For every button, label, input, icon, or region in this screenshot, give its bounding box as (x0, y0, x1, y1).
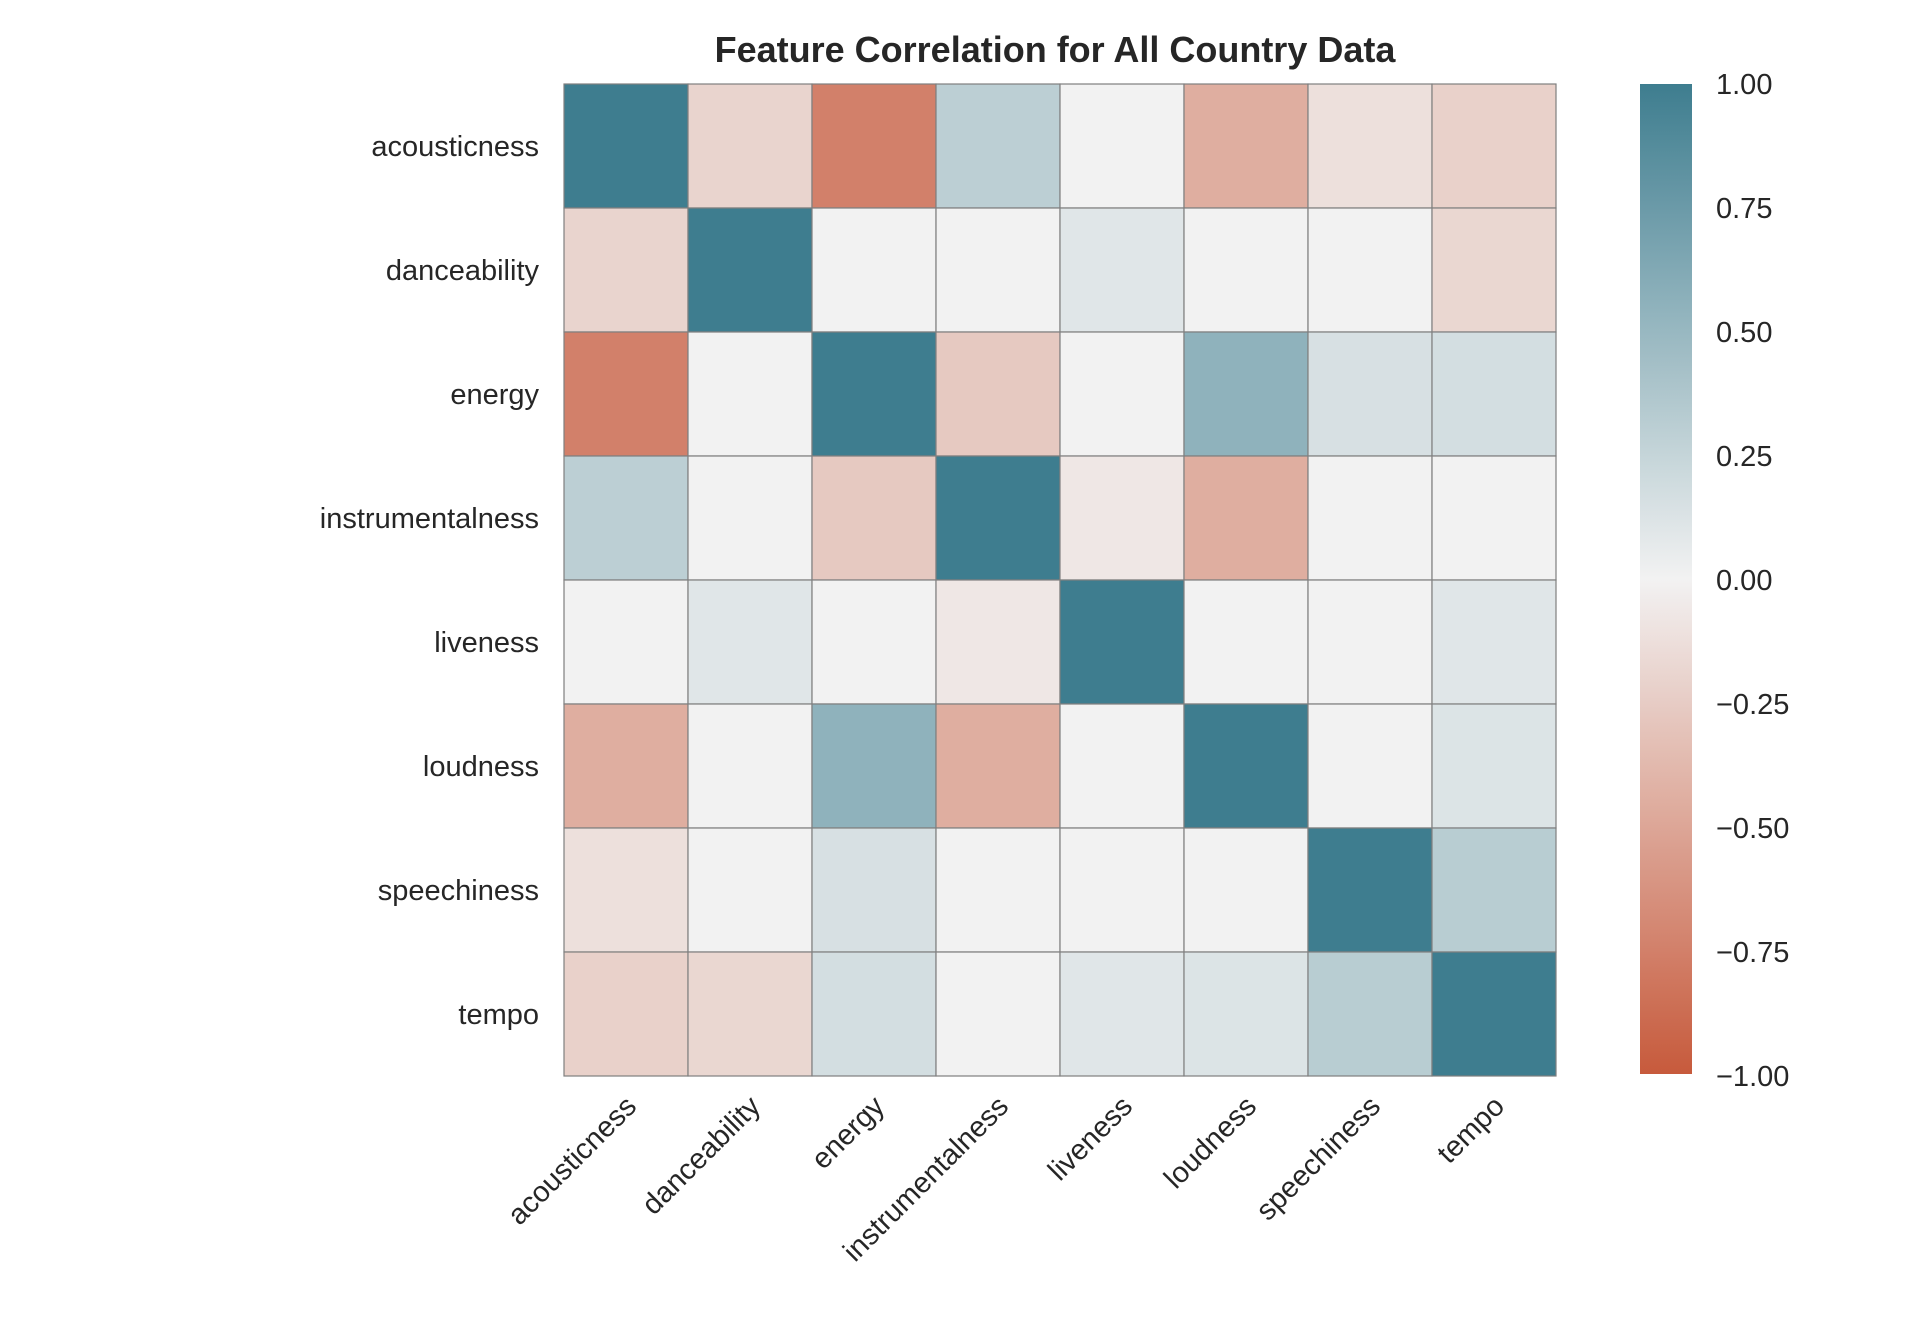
heatmap-cell-energy-speechiness (1307, 331, 1433, 457)
y-tick-label-loudness: loudness (423, 751, 539, 783)
heatmap-cell-speechiness-danceability (687, 827, 813, 953)
heatmap-cell-danceability-acousticness (563, 207, 689, 333)
heatmap-cell-tempo-instrumentalness (935, 951, 1061, 1077)
heatmap-cell-energy-danceability (687, 331, 813, 457)
heatmap-cell-acousticness-danceability (687, 83, 813, 209)
heatmap-cell-instrumentalness-liveness (1059, 455, 1185, 581)
x-tick-label-acousticness: acousticness (502, 1090, 643, 1231)
heatmap-cell-instrumentalness-danceability (687, 455, 813, 581)
x-tick-label-energy: energy (806, 1090, 892, 1176)
chart-title: Feature Correlation for All Country Data (715, 29, 1397, 70)
colorbar-tick-label: −1.00 (1716, 1061, 1789, 1093)
heatmap-cell-instrumentalness-acousticness (563, 455, 689, 581)
colorbar-tick-label: 0.25 (1716, 441, 1772, 473)
heatmap-cell-instrumentalness-speechiness (1307, 455, 1433, 581)
heatmap-cell-speechiness-tempo (1431, 827, 1557, 953)
heatmap-cell-tempo-speechiness (1307, 951, 1433, 1077)
x-tick-label-liveness: liveness (1042, 1090, 1139, 1187)
heatmap-cell-liveness-liveness (1059, 579, 1185, 705)
heatmap-cell-energy-instrumentalness (935, 331, 1061, 457)
y-tick-label-speechiness: speechiness (378, 875, 539, 907)
y-tick-label-liveness: liveness (434, 627, 539, 659)
x-tick-label-danceability: danceability (636, 1090, 767, 1221)
heatmap-cell-loudness-acousticness (563, 703, 689, 829)
heatmap-cell-danceability-danceability (687, 207, 813, 333)
heatmap-cell-tempo-tempo (1431, 951, 1557, 1077)
heatmap-cell-tempo-energy (811, 951, 937, 1077)
y-tick-label-energy: energy (450, 379, 539, 411)
heatmap-cell-liveness-acousticness (563, 579, 689, 705)
heatmap-cell-speechiness-instrumentalness (935, 827, 1061, 953)
heatmap-cell-acousticness-tempo (1431, 83, 1557, 209)
heatmap-cells (563, 83, 1557, 1077)
heatmap-cell-instrumentalness-instrumentalness (935, 455, 1061, 581)
colorbar-tick-label: −0.75 (1716, 937, 1789, 969)
heatmap-cell-energy-tempo (1431, 331, 1557, 457)
heatmap-cell-danceability-liveness (1059, 207, 1185, 333)
heatmap-cell-tempo-danceability (687, 951, 813, 1077)
x-tick-label-tempo: tempo (1431, 1090, 1511, 1170)
heatmap-cell-acousticness-energy (811, 83, 937, 209)
heatmap-cell-speechiness-liveness (1059, 827, 1185, 953)
colorbar-tick-label: 0.00 (1716, 565, 1772, 597)
heatmap-cell-liveness-energy (811, 579, 937, 705)
colorbar-tick-label: 1.00 (1716, 69, 1772, 101)
y-tick-label-acousticness: acousticness (371, 131, 539, 163)
heatmap-cell-acousticness-liveness (1059, 83, 1185, 209)
colorbar-tick-labels: 1.00 0.75 0.50 0.25 0.00 −0.25 −0.50 −0.75 −1.00 (1716, 69, 1789, 1093)
heatmap-cell-tempo-acousticness (563, 951, 689, 1077)
heatmap-cell-loudness-loudness (1183, 703, 1309, 829)
heatmap-cell-tempo-liveness (1059, 951, 1185, 1077)
heatmap-cell-danceability-tempo (1431, 207, 1557, 333)
heatmap-cell-danceability-energy (811, 207, 937, 333)
heatmap-cell-tempo-loudness (1183, 951, 1309, 1077)
heatmap-cell-danceability-loudness (1183, 207, 1309, 333)
heatmap-cell-liveness-loudness (1183, 579, 1309, 705)
colorbar-tick-label: 0.50 (1716, 317, 1772, 349)
heatmap-cell-speechiness-speechiness (1307, 827, 1433, 953)
heatmap-cell-loudness-tempo (1431, 703, 1557, 829)
y-tick-labels: acousticness danceability energy instrument… (320, 131, 540, 1031)
x-tick-label-speechiness: speechiness (1250, 1090, 1387, 1227)
heatmap-cell-energy-acousticness (563, 331, 689, 457)
colorbar-tick-label: −0.50 (1716, 813, 1789, 845)
heatmap-cell-loudness-liveness (1059, 703, 1185, 829)
y-tick-label-instrumentalness: instrumentalness (320, 503, 539, 535)
heatmap-cell-liveness-speechiness (1307, 579, 1433, 705)
heatmap-cell-liveness-tempo (1431, 579, 1557, 705)
heatmap-cell-liveness-instrumentalness (935, 579, 1061, 705)
y-tick-label-tempo: tempo (458, 999, 539, 1031)
heatmap-cell-loudness-instrumentalness (935, 703, 1061, 829)
heatmap-cell-acousticness-loudness (1183, 83, 1309, 209)
heatmap-cell-energy-energy (811, 331, 937, 457)
heatmap-cell-acousticness-speechiness (1307, 83, 1433, 209)
colorbar-tick-label: −0.25 (1716, 689, 1789, 721)
heatmap-cell-acousticness-acousticness (563, 83, 689, 209)
heatmap-cell-danceability-speechiness (1307, 207, 1433, 333)
heatmap-cell-energy-loudness (1183, 331, 1309, 457)
colorbar (1640, 84, 1692, 1074)
heatmap-cell-danceability-instrumentalness (935, 207, 1061, 333)
x-tick-label-loudness: loudness (1158, 1090, 1263, 1195)
heatmap-cell-loudness-speechiness (1307, 703, 1433, 829)
heatmap-cell-loudness-energy (811, 703, 937, 829)
heatmap-cell-loudness-danceability (687, 703, 813, 829)
y-tick-label-danceability: danceability (386, 255, 540, 287)
heatmap-cell-speechiness-loudness (1183, 827, 1309, 953)
heatmap-cell-energy-liveness (1059, 331, 1185, 457)
colorbar-tick-label: 0.75 (1716, 193, 1772, 225)
heatmap-cell-liveness-danceability (687, 579, 813, 705)
heatmap-cell-acousticness-instrumentalness (935, 83, 1061, 209)
heatmap-cell-instrumentalness-loudness (1183, 455, 1309, 581)
heatmap-cell-instrumentalness-energy (811, 455, 937, 581)
heatmap-cell-speechiness-energy (811, 827, 937, 953)
heatmap-cell-speechiness-acousticness (563, 827, 689, 953)
heatmap-cell-instrumentalness-tempo (1431, 455, 1557, 581)
